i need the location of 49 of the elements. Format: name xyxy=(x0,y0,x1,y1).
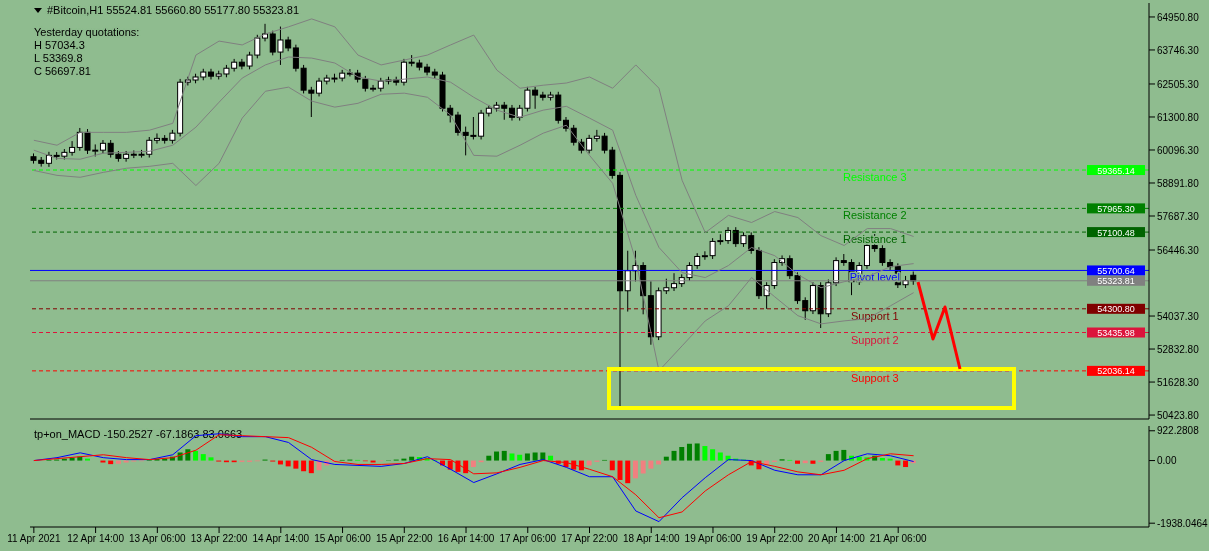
x-tick-label: 14 Apr 14:00 xyxy=(252,533,310,545)
x-tick-label: 19 Apr 06:00 xyxy=(684,533,742,545)
ref-line-label: Support 2 xyxy=(850,333,899,346)
chart-title: #Bitcoin,H1 55524.81 55660.80 55177.80 55323.81 xyxy=(47,4,299,17)
y-tick-label: 56446.30 xyxy=(1157,244,1200,256)
y-tick-label: 922.2808 xyxy=(1157,425,1200,437)
y-tick-label: 63746.30 xyxy=(1157,44,1200,56)
x-tick-label: 13 Apr 22:00 xyxy=(190,533,248,545)
ref-line-label: Resistance 2 xyxy=(843,209,907,222)
y-tick-label: -1938.0464 xyxy=(1157,517,1209,529)
x-tick-label: 13 Apr 06:00 xyxy=(128,533,187,545)
x-tick-label: 20 Apr 14:00 xyxy=(808,533,866,545)
y-tick-label: 64950.80 xyxy=(1157,11,1200,23)
annotation: 55323.81 xyxy=(1097,276,1135,287)
y-tick-label: 52832.80 xyxy=(1157,343,1200,355)
x-tick-label: 17 Apr 22:00 xyxy=(561,533,619,545)
x-tick-label: 12 Apr 14:00 xyxy=(67,533,125,545)
annotation: 55700.64 xyxy=(1097,265,1135,276)
annotation: H 57034.3 xyxy=(34,39,86,52)
y-tick-label: 62505.30 xyxy=(1157,78,1200,90)
x-tick-label: 11 Apr 2021 xyxy=(7,533,61,545)
ref-line-label: Support 1 xyxy=(850,309,899,322)
x-tick-label: 19 Apr 22:00 xyxy=(746,533,804,545)
annotation: 57965.30 xyxy=(1097,203,1135,214)
y-tick-label: 61300.80 xyxy=(1157,111,1200,123)
x-tick-label: 21 Apr 06:00 xyxy=(869,533,927,545)
annotation: L 53369.8 xyxy=(34,52,84,65)
y-tick-label: 0.00 xyxy=(1157,455,1177,467)
annotation: 57100.48 xyxy=(1097,227,1135,238)
x-tick-label: 15 Apr 22:00 xyxy=(375,533,434,545)
y-tick-label: 50423.80 xyxy=(1157,409,1200,421)
ref-line-label: Pivot level xyxy=(849,271,900,284)
annotation: Yesterday quotations: xyxy=(34,26,141,39)
y-tick-label: 58891.80 xyxy=(1157,177,1200,189)
y-tick-label: 54037.30 xyxy=(1157,310,1200,322)
ref-line-label: Resistance 3 xyxy=(843,171,907,184)
x-tick-label: 16 Apr 14:00 xyxy=(437,533,495,545)
y-tick-label: 51628.30 xyxy=(1157,376,1200,388)
x-tick-label: 18 Apr 14:00 xyxy=(622,533,681,545)
x-tick-label: 17 Apr 06:00 xyxy=(499,533,557,545)
annotation: 54300.80 xyxy=(1097,304,1135,315)
annotation: 59365.14 xyxy=(1097,165,1135,176)
ref-line-label: Support 3 xyxy=(850,371,899,384)
x-tick-label: 15 Apr 06:00 xyxy=(314,533,372,545)
annotation: C 56697.81 xyxy=(34,65,92,78)
y-tick-label: 57687.30 xyxy=(1157,210,1200,222)
annotation: 52036.14 xyxy=(1097,366,1135,377)
y-tick-label: 60096.30 xyxy=(1157,144,1200,156)
annotation: 53435.98 xyxy=(1097,328,1135,339)
